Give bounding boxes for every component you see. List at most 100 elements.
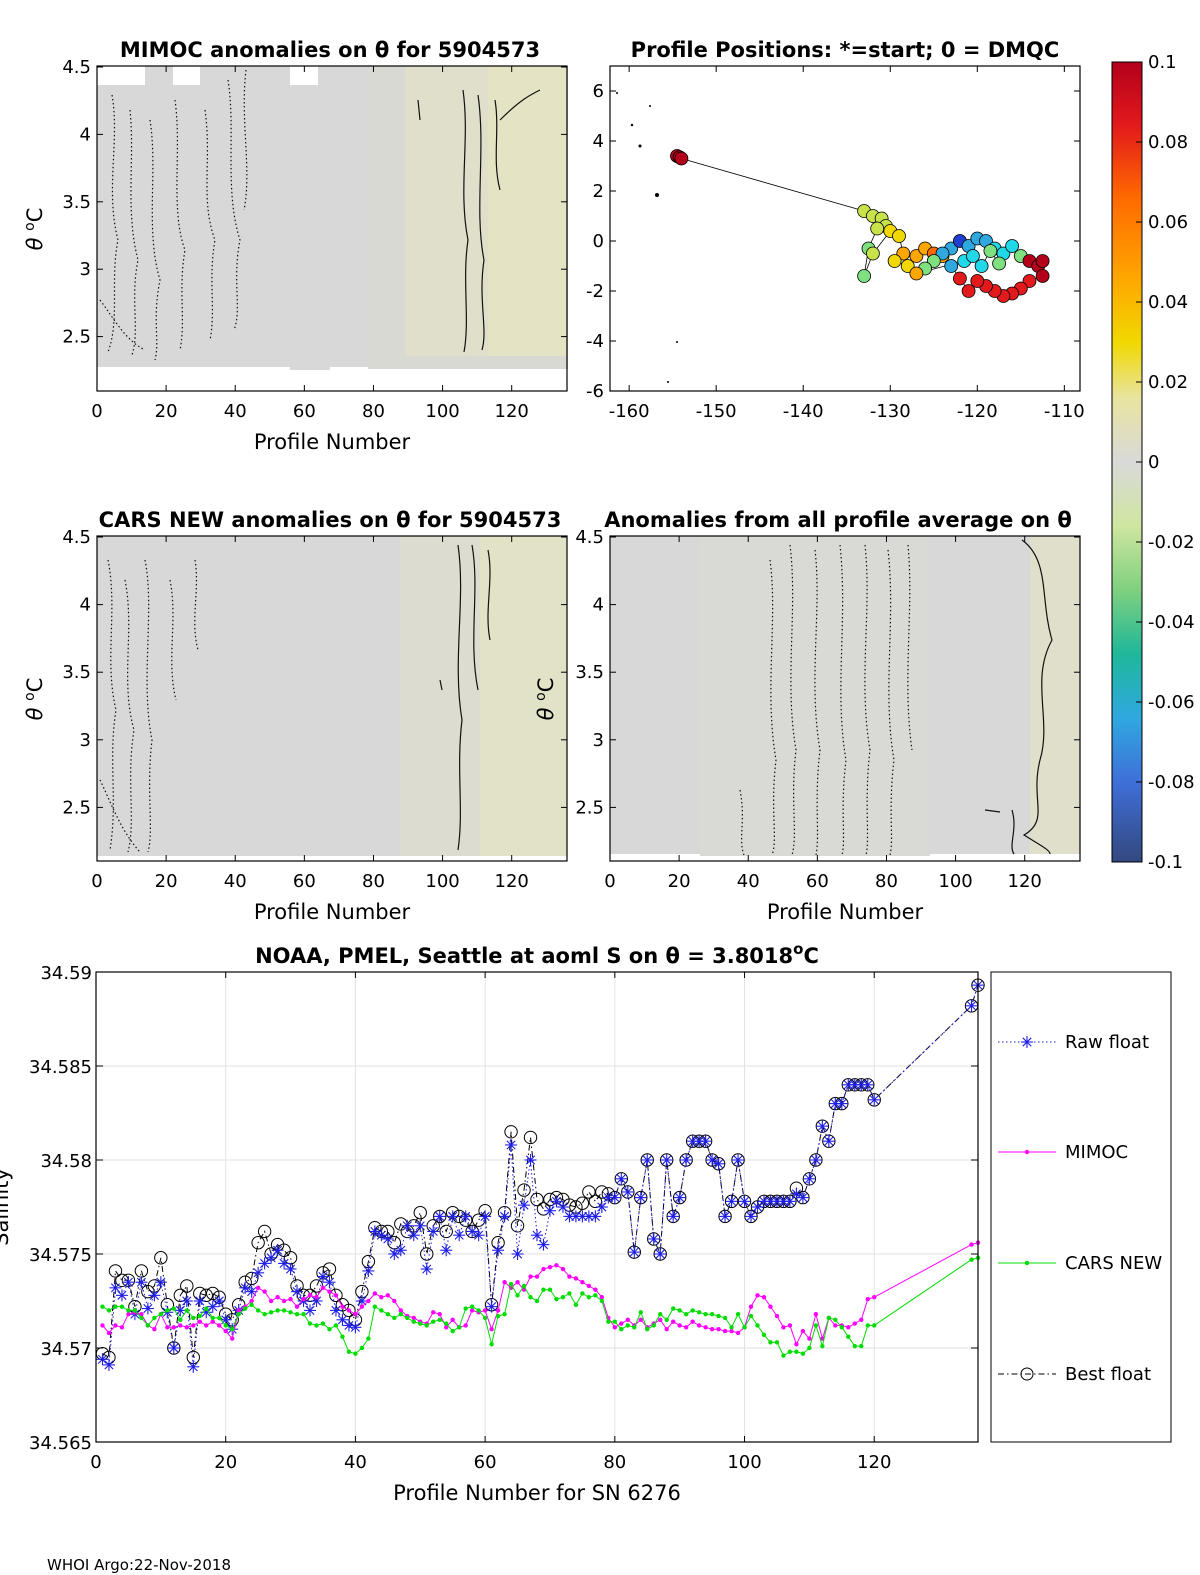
positions-profile-marker xyxy=(992,256,1006,271)
mimoc-point xyxy=(236,1308,241,1313)
mimoc-point xyxy=(541,1266,546,1272)
mimoc-point xyxy=(301,1296,306,1302)
best-float-point xyxy=(257,1224,272,1239)
mimoc-point xyxy=(625,1317,630,1323)
mimoc-point xyxy=(502,1280,507,1285)
cars-new-point xyxy=(502,1311,507,1317)
cars-x-tick-label: 20 xyxy=(155,871,178,892)
cars-new-point xyxy=(735,1311,741,1317)
raw-float-point xyxy=(193,1295,206,1307)
cars-new-point xyxy=(729,1325,734,1330)
cars-new-point xyxy=(418,1321,423,1326)
mimoc-point xyxy=(735,1330,741,1336)
cars-new-point xyxy=(444,1321,449,1326)
cars-y-tick-label: 3 xyxy=(80,730,91,751)
salinity-y-tick-label: 34.57 xyxy=(40,1339,92,1360)
cars-new-point xyxy=(606,1319,611,1324)
all-average-x-tick-label: 20 xyxy=(668,871,691,892)
mimoc-point xyxy=(333,1293,339,1298)
mimoc-point xyxy=(580,1280,585,1285)
all-average-y-tick-label: 3.5 xyxy=(575,662,604,683)
mimoc-point xyxy=(398,1308,404,1313)
mimoc-point xyxy=(638,1317,643,1323)
salinity-x-axis-label: Profile Number for SN 6276 xyxy=(393,1481,681,1505)
raw-float-point xyxy=(524,1154,537,1166)
salinity-y-tick-label: 34.565 xyxy=(29,1433,92,1454)
mimoc-point xyxy=(554,1263,559,1268)
all-average-x-tick-label: 100 xyxy=(938,871,972,892)
mimoc-y-tick-label: 4 xyxy=(80,124,91,145)
salinity-axes-frame xyxy=(95,971,979,1443)
positions-profile-marker xyxy=(870,221,885,236)
cars-new-point xyxy=(204,1306,209,1311)
mimoc-point xyxy=(139,1311,144,1317)
mimoc-point xyxy=(411,1315,416,1321)
cars-new-point xyxy=(515,1293,520,1298)
mimoc-positive-contours xyxy=(417,89,541,353)
raw-float-point xyxy=(206,1300,219,1313)
raw-float-line xyxy=(102,985,979,1367)
mimoc-point xyxy=(204,1323,209,1328)
cars-new-point xyxy=(456,1325,462,1330)
mimoc-anomaly-field xyxy=(97,66,568,370)
cars-axes-frame xyxy=(96,535,568,862)
cars-y-tick-label: 2.5 xyxy=(62,797,91,818)
raw-float-point xyxy=(148,1289,161,1302)
mimoc-point xyxy=(748,1304,754,1309)
positions-axes-bg xyxy=(610,66,1080,391)
positions-profile-marker xyxy=(866,246,880,261)
mimoc-x-tick-label: 120 xyxy=(495,401,529,422)
series-cars-new xyxy=(100,1255,981,1358)
mimoc-point xyxy=(567,1274,572,1279)
raw-float-point xyxy=(790,1187,803,1200)
colorbar-tick-label: 0.08 xyxy=(1148,132,1188,153)
cars-new-point xyxy=(113,1304,118,1309)
cars-new-point xyxy=(385,1311,391,1317)
positions-profile-marker xyxy=(944,259,959,273)
cars-new-point xyxy=(865,1323,870,1328)
positions-y-tick-label: -2 xyxy=(586,281,604,302)
cars-new-point xyxy=(255,1308,261,1313)
best-float-point xyxy=(744,1209,758,1224)
mimoc-point xyxy=(165,1325,170,1330)
mimoc-point xyxy=(489,1327,494,1332)
cars-new-point xyxy=(560,1295,566,1300)
raw-float-point xyxy=(745,1210,758,1223)
cars-new-point xyxy=(807,1345,812,1351)
mimoc-point xyxy=(100,1323,105,1328)
raw-float-point xyxy=(368,1225,381,1238)
all-average-y-tick-label: 4 xyxy=(593,595,604,616)
best-float-point xyxy=(413,1205,427,1220)
cars-new-point xyxy=(184,1308,189,1313)
mimoc-point xyxy=(872,1295,877,1300)
cars-negative-contours xyxy=(99,559,199,853)
mimoc-point xyxy=(450,1317,455,1323)
cars-new-point xyxy=(554,1296,559,1302)
mimoc-point xyxy=(664,1327,669,1332)
mimoc-point xyxy=(969,1242,974,1247)
raw-float-point xyxy=(706,1154,719,1166)
best-float-point xyxy=(433,1209,447,1224)
raw-float-point xyxy=(803,1172,816,1185)
positions-y-tick-label: -6 xyxy=(586,381,604,402)
raw-float-point xyxy=(167,1342,180,1354)
cars-new-point xyxy=(314,1323,319,1328)
cars-new-point xyxy=(833,1317,838,1323)
best-float-point xyxy=(666,1209,680,1224)
raw-float-point xyxy=(628,1246,641,1259)
raw-float-point xyxy=(453,1229,466,1242)
mimoc-x-axis-label: Profile Number xyxy=(254,430,411,454)
mimoc-point xyxy=(794,1342,799,1347)
best-float-point xyxy=(614,1172,629,1186)
best-float-point xyxy=(679,1153,693,1167)
mimoc-point xyxy=(586,1283,592,1289)
positions-profile-marker xyxy=(674,151,689,166)
mimoc-x-ticks: 0 20 40 60 80 100 120 xyxy=(91,66,529,422)
mimoc-point xyxy=(463,1323,468,1328)
mimoc-y-ticks: 2.5 3 3.5 4 4.5 xyxy=(62,57,567,348)
cars-new-point xyxy=(619,1327,624,1332)
raw-float-point xyxy=(848,1078,861,1091)
cars-new-point xyxy=(800,1351,806,1356)
raw-float-point xyxy=(634,1191,647,1204)
raw-float-point xyxy=(654,1248,667,1260)
